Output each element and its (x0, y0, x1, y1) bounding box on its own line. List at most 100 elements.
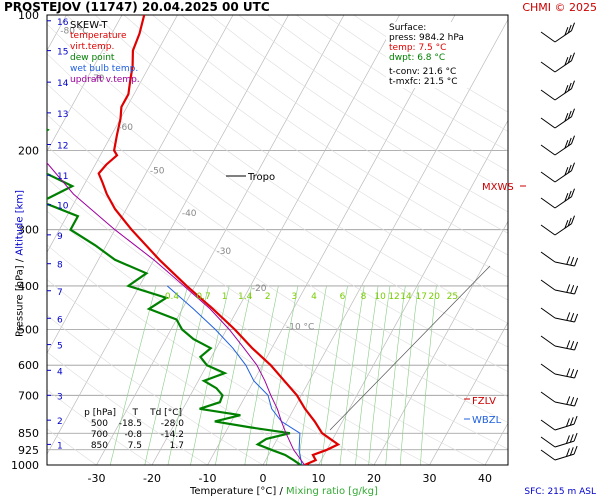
barb-feather (565, 418, 570, 427)
wind-barb (540, 162, 575, 183)
table-cell: -18.5 (118, 419, 142, 429)
barb-feather (569, 434, 574, 443)
dry-adiabat (66, 15, 508, 324)
barb-feather (574, 257, 579, 267)
barb-feather (571, 135, 575, 144)
pressure-tick-label: 400 (18, 280, 39, 293)
mixing-ratio-label: 1 (222, 292, 228, 302)
barb-feather (567, 82, 572, 92)
legend-item-wet-bulb: wet bulb temp. (70, 64, 139, 74)
mixing-ratio-label: 20 (429, 292, 441, 302)
wbzl-label: WBZL (472, 415, 502, 426)
dry-adiabat (94, 15, 508, 301)
altitude-tick-label: 15 (57, 48, 68, 58)
dry-adiabat (47, 279, 319, 465)
y-axis-label-altitude: Altitude [km] (14, 189, 26, 256)
isotherm-label: -70 (90, 74, 105, 84)
barb-tail (540, 419, 556, 431)
barb-feather (564, 140, 569, 149)
barb-tail (540, 436, 556, 448)
barb-feather (571, 162, 575, 171)
barb-feather (567, 54, 572, 64)
wind-barb (540, 251, 579, 267)
sfc-asl-label: SFC: 215 m ASL (524, 487, 596, 497)
barb-feather (570, 257, 575, 266)
isotherm-line (151, 15, 400, 465)
pressure-tick-label: 925 (18, 444, 39, 457)
wind-barb (540, 108, 575, 129)
barb-feather (567, 110, 572, 120)
isotherm-line (0, 15, 11, 465)
barb-feather (574, 369, 579, 379)
barb-shaft (554, 423, 575, 431)
barb-feather (574, 313, 579, 323)
barb-tail (540, 171, 556, 183)
altitude-tick-label: 10 (57, 202, 69, 212)
isotherm-line (318, 119, 508, 465)
barb-shaft (554, 373, 575, 379)
grid-layer (0, 14, 509, 466)
barb-feather (567, 164, 572, 174)
altitude-tick-label: 1 (57, 441, 63, 451)
dry-adiabat (47, 314, 264, 465)
mixing-ratio-label: 4 (311, 292, 317, 302)
page-title: PROSTEJOV (11747) 20.04.2025 00 UTC (4, 0, 270, 14)
series-wet-bulb-temp- (166, 285, 303, 465)
mixing-ratio-label: 6 (340, 292, 346, 302)
barb-feather (570, 397, 575, 406)
wind-barb (540, 188, 575, 209)
barb-feather (571, 22, 575, 31)
temperature-tick-label: -10 (199, 472, 217, 485)
wind-barb (540, 135, 575, 156)
table-cell: 7.5 (127, 441, 142, 451)
dry-adiabat (47, 23, 508, 348)
barb-tail (540, 391, 556, 403)
table-row: 500 -18.5 -28.0 (76, 419, 184, 430)
mixing-ratio-label: 25 (447, 292, 458, 302)
barb-feather (565, 448, 570, 457)
isotherm-line (207, 15, 456, 465)
table-cell: 850 (90, 441, 108, 451)
wind-barb (540, 279, 579, 295)
barb-feather (566, 368, 571, 377)
mixing-ratio-label: 0.4 (165, 292, 180, 302)
pressure-tick-label: 300 (18, 224, 39, 237)
barb-tail (540, 89, 556, 101)
credit-label: CHMI © 2025 (522, 1, 597, 14)
isotherm-label: -20 (252, 284, 267, 294)
barb-feather (564, 167, 569, 176)
series-temperature (97, 15, 341, 465)
table-row: 700 -0.8 -14.2 (76, 430, 184, 441)
plot-frame (46, 14, 509, 466)
temperature-tick-label: 10 (312, 472, 326, 485)
altitude-tick-label: 3 (57, 392, 63, 402)
barb-feather (571, 188, 575, 197)
x-axis-label-temp: Temperature [°C] / (190, 486, 283, 497)
surface-info: Surface: press: 984.2 hPa temp: 7.5 °C d… (386, 22, 467, 88)
mixing-ratio-line (420, 285, 437, 465)
mixing-ratio-line (297, 285, 327, 465)
pressure-tick-label: 1000 (11, 459, 39, 472)
isotherm-label: -10 °C (286, 323, 314, 333)
barb-feather (571, 215, 575, 224)
table-cell: -28.0 (160, 419, 184, 429)
surface-tconv: t-conv: 21.6 °C (389, 67, 457, 77)
isotherm-label: -30 (216, 247, 231, 257)
isotherm-label: -80 °C (60, 27, 88, 37)
pressure-tick-label: 100 (18, 9, 39, 22)
mixing-ratio-line (266, 285, 299, 465)
mixing-ratio-label: 14 (400, 292, 412, 302)
dry-adiabat (47, 83, 508, 398)
mixing-ratio-line (368, 285, 391, 465)
x-axis-label-mix: Mixing ratio [g/kg] (286, 486, 378, 497)
barb-feather (564, 193, 569, 202)
mixing-ratio-line (385, 285, 406, 465)
mixing-ratio-label: 17 (416, 292, 427, 302)
barb-shaft (554, 440, 575, 448)
barb-shaft (554, 261, 575, 267)
barb-feather (564, 85, 569, 94)
barb-shaft (554, 223, 572, 236)
isotherm-label: -50 (150, 166, 165, 176)
dry-adiabat (47, 389, 153, 465)
isotherm-label: -60 (118, 123, 133, 133)
